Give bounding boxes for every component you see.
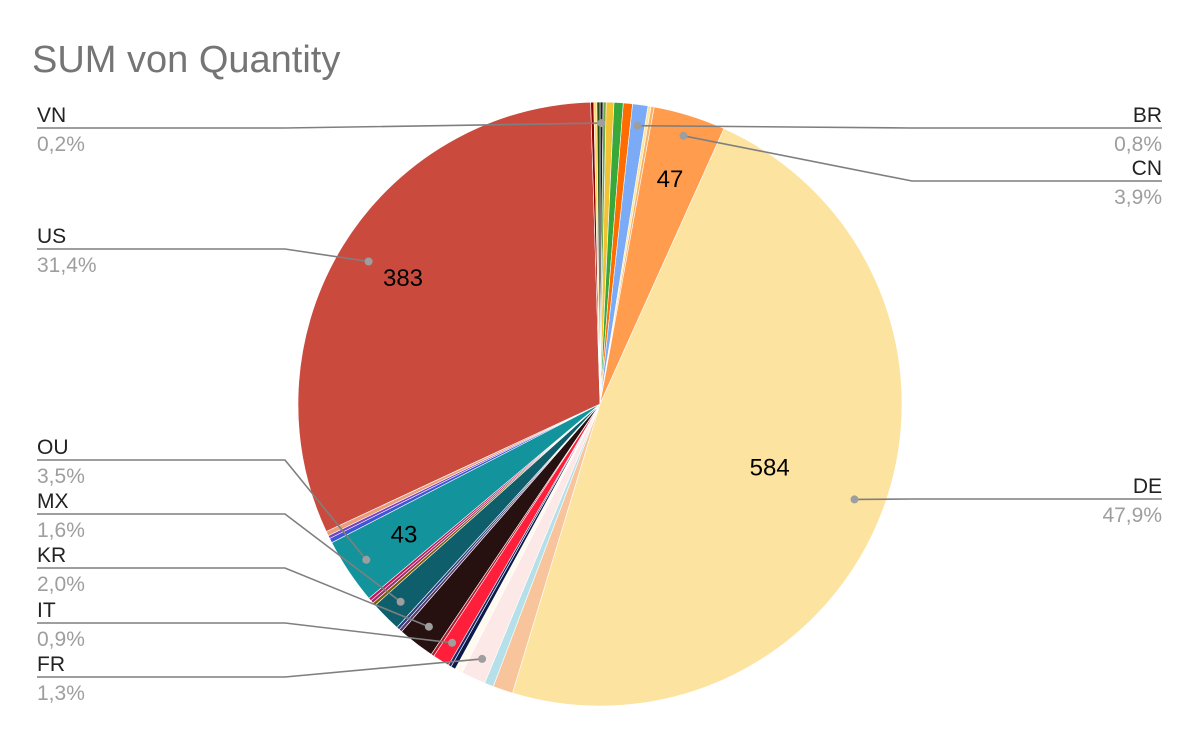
slice-32 xyxy=(596,101,601,405)
leader-dot-ou xyxy=(362,555,371,564)
callout-name-kr: KR xyxy=(37,544,66,567)
callout-percent-kr: 2,0% xyxy=(37,573,85,596)
callout-percent-vn: 0,2% xyxy=(37,133,85,156)
leader-line-ou xyxy=(37,459,367,561)
callout-percent-br: 0,8% xyxy=(1114,133,1162,156)
leader-dot-it xyxy=(448,638,457,647)
pie-slices xyxy=(297,101,903,707)
chart-title: SUM von Quantity xyxy=(32,39,340,81)
leader-line-mx xyxy=(37,513,402,603)
leader-dot-us xyxy=(364,257,373,266)
leader-line-br xyxy=(637,124,1162,129)
callout-name-fr: FR xyxy=(37,653,65,676)
leader-line-vn xyxy=(37,122,602,129)
leader-line-us xyxy=(37,248,369,263)
callout-name-ou: OU xyxy=(37,436,69,459)
pie-callouts: VN 0,2% BR 0,8%CN 3,9% DE 47,9% FR 1,3% IT 0,9% KR 2… xyxy=(37,104,1162,705)
callout-name-cn: CN xyxy=(1132,157,1162,180)
leader-line-kr xyxy=(37,567,430,628)
value-label-ou: 43 xyxy=(391,522,418,549)
leader-dot-kr xyxy=(424,622,433,631)
callout-name-us: US xyxy=(37,225,66,248)
leader-line-fr xyxy=(37,658,483,678)
callout-percent-mx: 1,6% xyxy=(37,519,85,542)
callout-name-vn: VN xyxy=(37,104,66,127)
callout-percent-us: 31,4% xyxy=(37,254,97,277)
leader-dot-vn xyxy=(597,119,606,128)
callout-percent-fr: 1,3% xyxy=(37,682,85,705)
value-label-de: 584 xyxy=(750,455,790,482)
leader-line-cn xyxy=(683,135,1162,182)
leader-dot-cn xyxy=(679,131,688,140)
leader-dot-mx xyxy=(396,597,405,606)
slice-us xyxy=(297,101,601,532)
slice-de xyxy=(512,128,903,707)
leader-dot-fr xyxy=(478,654,487,663)
callout-name-mx: MX xyxy=(37,490,69,513)
pie-value-labels: 47 584 43 383 xyxy=(383,166,790,549)
callout-percent-de: 47,9% xyxy=(1102,504,1162,527)
leader-dot-br xyxy=(633,121,642,130)
callout-name-de: DE xyxy=(1133,475,1162,498)
callout-percent-ou: 3,5% xyxy=(37,465,85,488)
leader-line-it xyxy=(37,622,453,644)
leader-dot-de xyxy=(850,495,859,504)
callout-percent-cn: 3,9% xyxy=(1114,186,1162,209)
value-label-cn: 47 xyxy=(657,166,684,193)
value-label-us: 383 xyxy=(383,265,423,292)
callout-name-br: BR xyxy=(1133,104,1162,127)
callout-name-it: IT xyxy=(37,599,56,622)
callout-percent-it: 0,9% xyxy=(37,628,85,651)
